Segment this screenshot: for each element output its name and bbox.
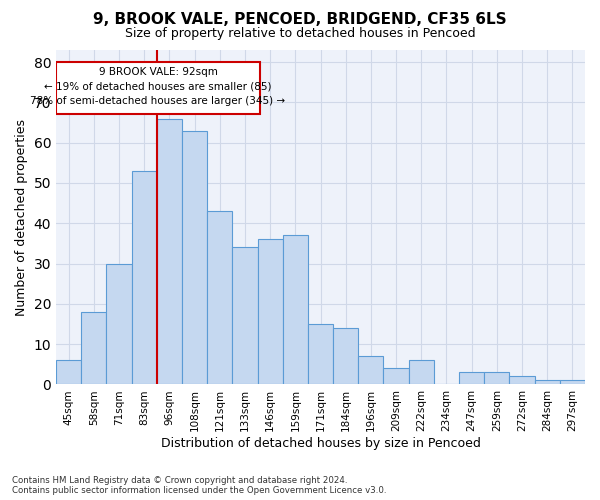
Text: 78% of semi-detached houses are larger (345) →: 78% of semi-detached houses are larger (… xyxy=(31,96,286,106)
Bar xyxy=(81,312,106,384)
Text: Contains HM Land Registry data © Crown copyright and database right 2024.
Contai: Contains HM Land Registry data © Crown c… xyxy=(12,476,386,495)
Bar xyxy=(383,368,409,384)
Bar xyxy=(283,236,308,384)
Bar xyxy=(308,324,333,384)
FancyBboxPatch shape xyxy=(56,62,260,114)
Text: 9, BROOK VALE, PENCOED, BRIDGEND, CF35 6LS: 9, BROOK VALE, PENCOED, BRIDGEND, CF35 6… xyxy=(93,12,507,28)
Bar xyxy=(535,380,560,384)
Bar xyxy=(106,264,131,384)
Text: ← 19% of detached houses are smaller (85): ← 19% of detached houses are smaller (85… xyxy=(44,82,272,92)
Text: 9 BROOK VALE: 92sqm: 9 BROOK VALE: 92sqm xyxy=(98,67,217,77)
Bar xyxy=(56,360,81,384)
Text: Size of property relative to detached houses in Pencoed: Size of property relative to detached ho… xyxy=(125,28,475,40)
Bar xyxy=(358,356,383,384)
Bar xyxy=(484,372,509,384)
Bar xyxy=(157,118,182,384)
Bar xyxy=(182,130,207,384)
X-axis label: Distribution of detached houses by size in Pencoed: Distribution of detached houses by size … xyxy=(161,437,481,450)
Bar xyxy=(409,360,434,384)
Y-axis label: Number of detached properties: Number of detached properties xyxy=(15,118,28,316)
Bar xyxy=(207,211,232,384)
Bar xyxy=(257,240,283,384)
Bar xyxy=(509,376,535,384)
Bar xyxy=(560,380,585,384)
Bar xyxy=(232,248,257,384)
Bar xyxy=(131,171,157,384)
Bar xyxy=(459,372,484,384)
Bar xyxy=(333,328,358,384)
